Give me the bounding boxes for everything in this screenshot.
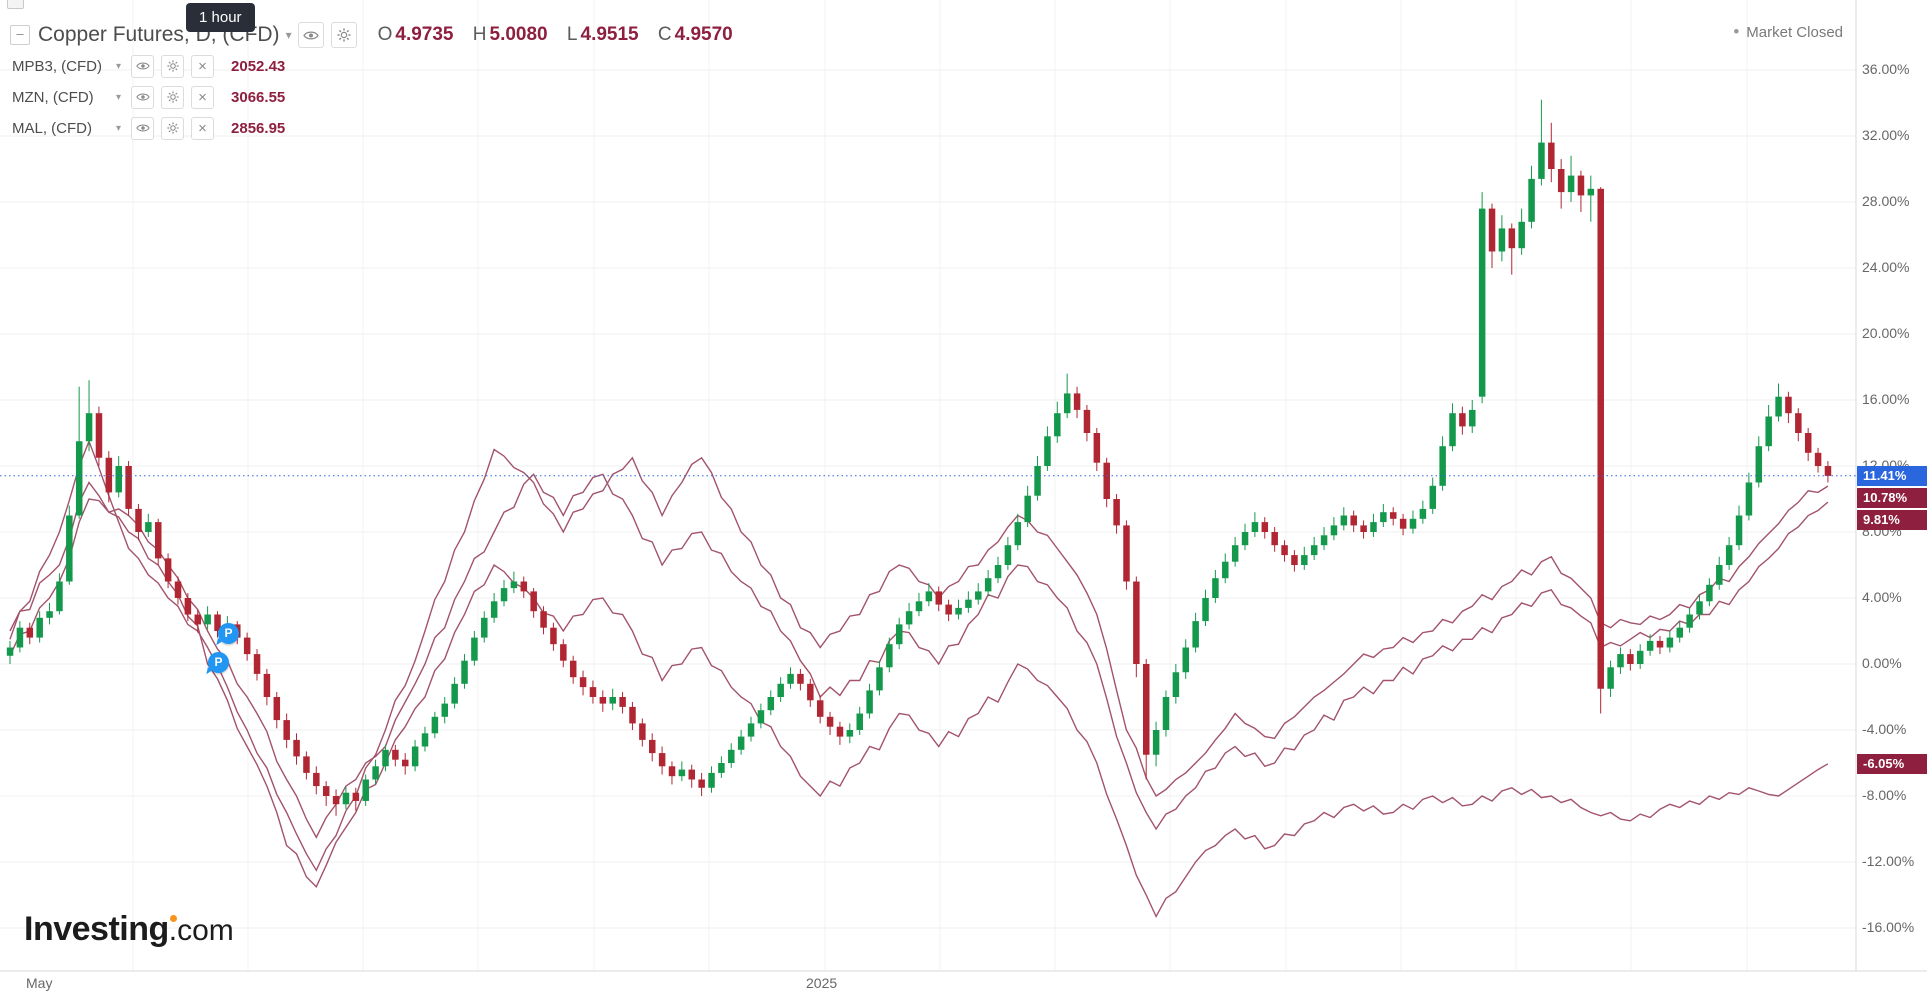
compare-symbol-label[interactable]: MAL, (CFD) [12, 119, 92, 137]
gear-icon [166, 91, 179, 103]
gear-icon [166, 122, 179, 134]
interval-tooltip: 1 hour [186, 3, 255, 32]
compare-last-value: 3066.55 [231, 88, 286, 106]
market-status-text: Market Closed [1746, 23, 1843, 41]
settings-gear-icon[interactable] [330, 22, 357, 48]
eye-icon [135, 124, 150, 132]
collapse-legend-icon[interactable]: – [10, 25, 30, 45]
chevron-down-icon[interactable]: ▾ [116, 122, 122, 134]
visibility-toggle-icon[interactable] [131, 54, 155, 78]
eye-icon [302, 31, 319, 39]
settings-gear-icon[interactable] [161, 85, 185, 109]
compare-legend-row[interactable]: MAL, (CFD) ▾ × 2856.95 [12, 116, 286, 140]
compare-last-value: 2052.43 [231, 57, 286, 75]
gear-icon [337, 28, 351, 42]
compare-symbol-label[interactable]: MPB3, (CFD) [12, 57, 102, 75]
eye-icon [135, 93, 150, 101]
compare-last-value: 2856.95 [231, 119, 286, 137]
ohlc-high-label: H [472, 24, 487, 45]
investing-logo: Investing.com [24, 910, 234, 949]
ohlc-low-value: 4.9515 [580, 24, 639, 45]
eye-icon [135, 62, 150, 70]
compare-legend-row[interactable]: MPB3, (CFD) ▾ × 2052.43 [12, 54, 286, 78]
compare-symbol-label[interactable]: MZN, (CFD) [12, 88, 94, 106]
ohlc-close-value: 4.9570 [674, 24, 733, 45]
ohlc-open-label: O [377, 24, 393, 45]
logo-text-bold: Investing [24, 910, 169, 948]
remove-icon[interactable]: × [191, 54, 215, 78]
chevron-down-icon[interactable]: ▾ [116, 60, 122, 72]
chevron-down-icon[interactable]: ▾ [116, 91, 122, 103]
chevron-down-icon[interactable]: ▾ [285, 28, 292, 42]
time-axis-label: May [26, 975, 53, 991]
visibility-toggle-icon[interactable] [131, 85, 155, 109]
clipped-toolbar-icon [7, 0, 24, 9]
ohlc-low-label: L [566, 24, 578, 45]
visibility-toggle-icon[interactable] [297, 22, 324, 48]
ohlc-readout: O 4.9735 H 5.0080 L 4.9515 C 4.9570 [378, 24, 733, 46]
status-dot-icon: • [1733, 22, 1740, 41]
ohlc-high-value: 5.0080 [489, 24, 548, 45]
time-axis-label: 2025 [806, 975, 838, 991]
remove-icon[interactable]: × [191, 85, 215, 109]
logo-orange-dot [170, 915, 177, 922]
position-marker[interactable]: P [218, 623, 239, 644]
visibility-toggle-icon[interactable] [131, 116, 155, 140]
logo-text-com: .com [168, 914, 234, 947]
gear-icon [166, 60, 179, 72]
remove-icon[interactable]: × [191, 116, 215, 140]
main-symbol-legend[interactable]: – Copper Futures, D, (CFD) ▾ O 4.9735 H 5.… [10, 20, 733, 50]
position-marker[interactable]: P [208, 652, 229, 673]
ohlc-close-label: C [657, 24, 672, 45]
ohlc-open-value: 4.9735 [395, 24, 454, 45]
settings-gear-icon[interactable] [161, 116, 185, 140]
market-status: • Market Closed [1733, 22, 1843, 42]
compare-legend-row[interactable]: MZN, (CFD) ▾ × 3066.55 [12, 85, 286, 109]
settings-gear-icon[interactable] [161, 54, 185, 78]
